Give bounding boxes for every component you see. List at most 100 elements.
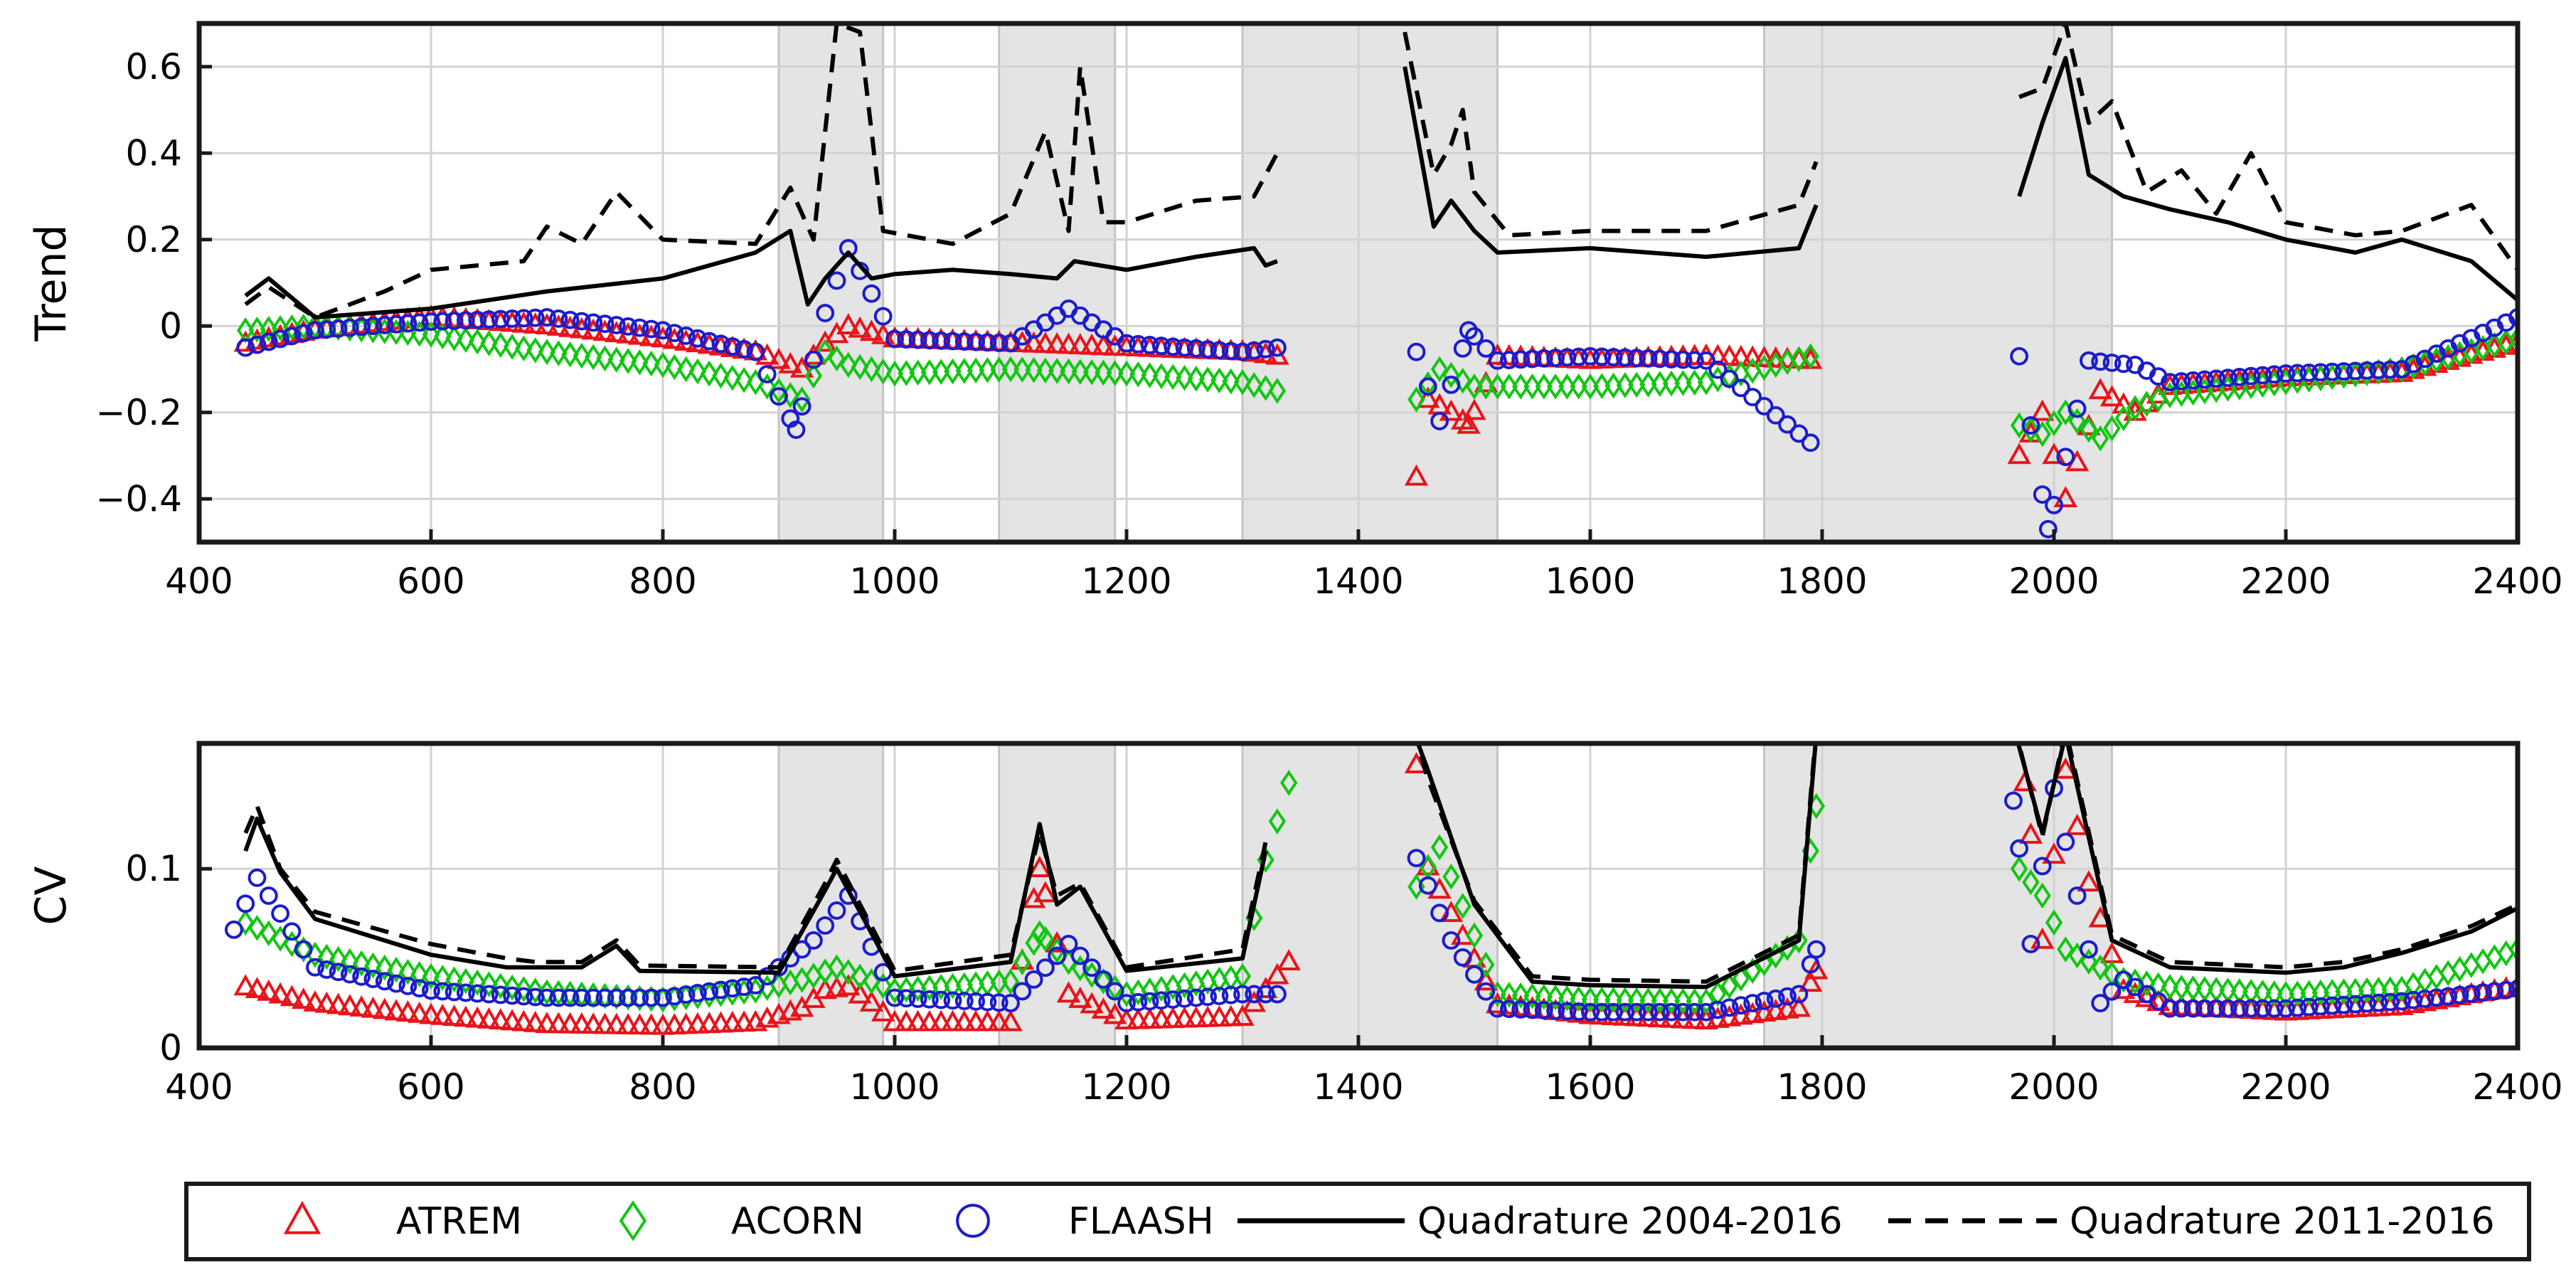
legend-atrem-marker	[283, 1200, 321, 1234]
cv-acorn-point	[491, 972, 510, 1000]
trend-flaash-point	[1708, 360, 1728, 379]
trend-flaash-point	[340, 318, 359, 337]
cv-flaash-point	[387, 974, 406, 993]
trend-quadrature-2011-2016-line-segment-2	[1403, 31, 1819, 238]
cv-flaash-point	[607, 988, 626, 1007]
cv-atrem-point	[419, 1002, 443, 1024]
cv-atrem-point	[1028, 856, 1052, 878]
trend-acorn-point	[1639, 371, 1657, 398]
trend-acorn-point	[1523, 373, 1541, 400]
trend-acorn-point	[1106, 360, 1124, 386]
trend-acorn-point	[839, 351, 858, 378]
trend-flaash-point	[2346, 361, 2365, 381]
trend-atrem-point	[1080, 333, 1104, 355]
trend-flaash-point	[2277, 364, 2295, 383]
trend-flaash-point	[1488, 351, 1507, 370]
trend-acorn-point	[677, 356, 695, 383]
cv-acorn-point	[2289, 980, 2306, 1007]
trend-flaash-point	[1430, 411, 1449, 430]
trend-acorn-point	[631, 349, 649, 376]
cv-atrem-point	[732, 1010, 756, 1032]
trend-flaash-point	[1558, 348, 1577, 367]
cv-flaash-point	[2102, 982, 2122, 1001]
cv-acorn-point	[1477, 951, 1495, 978]
trend-flaash-point	[271, 329, 290, 349]
cv-flaash-point	[445, 982, 464, 1002]
cv-atrem-point	[662, 1013, 687, 1034]
cv-atrem-point	[1804, 958, 1829, 980]
trend-flaash-point	[1743, 388, 1762, 407]
cv-atrem-point	[1126, 1007, 1151, 1029]
cv-flaash-point	[2461, 985, 2481, 1003]
trend-atrem-point	[1740, 345, 1765, 367]
legend: ATREM ACORN FLAASH Quadrature 2004-2016 …	[184, 1182, 2531, 1261]
cv-acorn-point	[2173, 975, 2191, 1001]
cv-acorn-point	[2277, 981, 2295, 1007]
cv-flaash-point	[398, 976, 417, 995]
trend-atrem-point	[1462, 398, 1486, 420]
cv-atrem-point	[1137, 1007, 1162, 1029]
cv-acorn-point	[1500, 982, 1518, 1008]
trend-acorn-point	[885, 360, 904, 387]
cv-flaash-point	[1534, 1001, 1553, 1020]
trend-flaash-point	[1627, 349, 1646, 368]
trend-acorn-point	[1558, 373, 1576, 400]
trend-x-tick-label: 2400	[2472, 561, 2562, 602]
cv-atrem-point	[1265, 963, 1289, 985]
cv-flaash-point	[1697, 1002, 1715, 1022]
trend-acorn-point	[2045, 410, 2063, 437]
trend-flaash-point	[654, 321, 672, 340]
cv-flaash-point	[2346, 995, 2365, 1014]
trend-flaash-point	[2079, 351, 2098, 370]
cv-flaash-point	[317, 960, 336, 979]
trend-acorn-point	[573, 342, 591, 369]
cv-flaash-point	[1778, 987, 1797, 1006]
trend-flaash-point	[1198, 340, 1218, 359]
cv-flaash-point	[433, 982, 452, 1001]
trend-acorn-point	[1686, 369, 1703, 396]
trend-acorn-point	[1581, 373, 1600, 400]
cv-atrem-point	[477, 1007, 501, 1029]
cv-flaash-point	[1731, 996, 1750, 1015]
trend-flaash-point	[2358, 361, 2377, 380]
trend-acorn-point	[990, 356, 1008, 383]
cv-flaash-point	[259, 886, 278, 905]
cv-atrem-point	[674, 1012, 698, 1034]
cv-flaash-point	[2056, 832, 2075, 852]
trend-flaash-point	[491, 309, 510, 329]
cv-flaash-point	[2230, 999, 2249, 1018]
cv-flaash-point	[2450, 985, 2469, 1005]
trend-atrem-point	[1068, 333, 1092, 354]
cv-flaash-point	[456, 983, 475, 1002]
cv-flaash-point	[932, 990, 951, 1009]
trend-acorn-point	[1651, 371, 1669, 397]
cv-flaash-point	[1430, 903, 1449, 923]
trend-flaash-point	[2230, 368, 2249, 386]
trend-flaash-point	[248, 335, 267, 354]
trend-flaash-point	[1210, 341, 1229, 360]
trend-flaash-point	[2508, 308, 2518, 327]
trend-acorn-point	[967, 357, 985, 384]
trend-flaash-point	[746, 342, 765, 361]
trend-flaash-point	[723, 337, 742, 356]
trend-flaash-point	[839, 238, 858, 258]
trend-atrem-point	[2053, 486, 2078, 508]
cv-atrem-point	[233, 974, 257, 996]
cv-flaash-point	[2299, 997, 2319, 1017]
cv-acorn-point	[2010, 855, 2028, 882]
cv-flaash-point	[1129, 992, 1148, 1012]
cv-flaash-point	[1013, 982, 1032, 1001]
trend-flaash-point	[2161, 373, 2179, 392]
cv-acorn-point	[538, 979, 556, 1006]
trend-flaash-point	[468, 310, 487, 329]
cv-acorn-point	[1558, 985, 1576, 1012]
cv-flaash-point	[2253, 999, 2272, 1018]
cv-acorn-point	[294, 936, 312, 963]
trend-acorn-point	[804, 362, 823, 389]
cv-flaash-point	[908, 990, 927, 1008]
cv-flaash-point	[1639, 1002, 1658, 1022]
cv-acorn-point	[364, 952, 382, 979]
trend-quadrature-2011-2016-line-segment-1	[244, 23, 1279, 320]
cv-atrem-point	[999, 1009, 1023, 1032]
trend-atrem-point	[848, 316, 872, 338]
